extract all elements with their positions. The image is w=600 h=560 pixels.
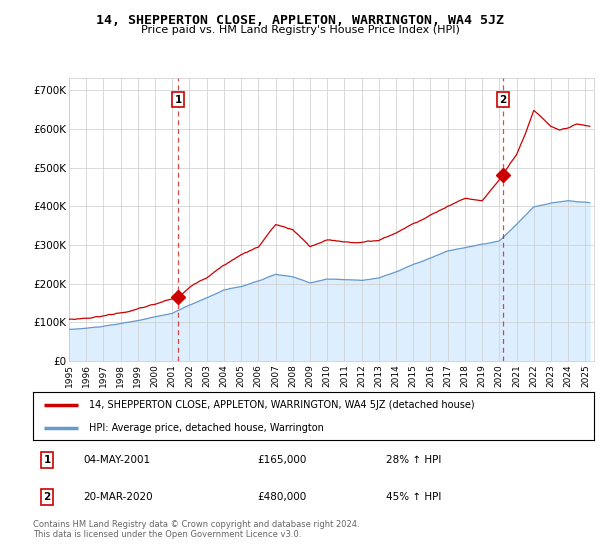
Text: 14, SHEPPERTON CLOSE, APPLETON, WARRINGTON, WA4 5JZ: 14, SHEPPERTON CLOSE, APPLETON, WARRINGT…	[96, 14, 504, 27]
Text: 28% ↑ HPI: 28% ↑ HPI	[386, 455, 442, 465]
Text: Contains HM Land Registry data © Crown copyright and database right 2024.
This d: Contains HM Land Registry data © Crown c…	[33, 520, 359, 539]
Text: 45% ↑ HPI: 45% ↑ HPI	[386, 492, 442, 502]
Text: 1: 1	[175, 95, 182, 105]
Text: Price paid vs. HM Land Registry's House Price Index (HPI): Price paid vs. HM Land Registry's House …	[140, 25, 460, 35]
Text: 2: 2	[43, 492, 50, 502]
Text: HPI: Average price, detached house, Warrington: HPI: Average price, detached house, Warr…	[89, 423, 324, 433]
Text: 2: 2	[499, 95, 506, 105]
Text: £480,000: £480,000	[257, 492, 307, 502]
Text: 14, SHEPPERTON CLOSE, APPLETON, WARRINGTON, WA4 5JZ (detached house): 14, SHEPPERTON CLOSE, APPLETON, WARRINGT…	[89, 400, 475, 410]
Text: £165,000: £165,000	[257, 455, 307, 465]
Text: 04-MAY-2001: 04-MAY-2001	[83, 455, 151, 465]
Text: 1: 1	[43, 455, 50, 465]
Text: 20-MAR-2020: 20-MAR-2020	[83, 492, 153, 502]
